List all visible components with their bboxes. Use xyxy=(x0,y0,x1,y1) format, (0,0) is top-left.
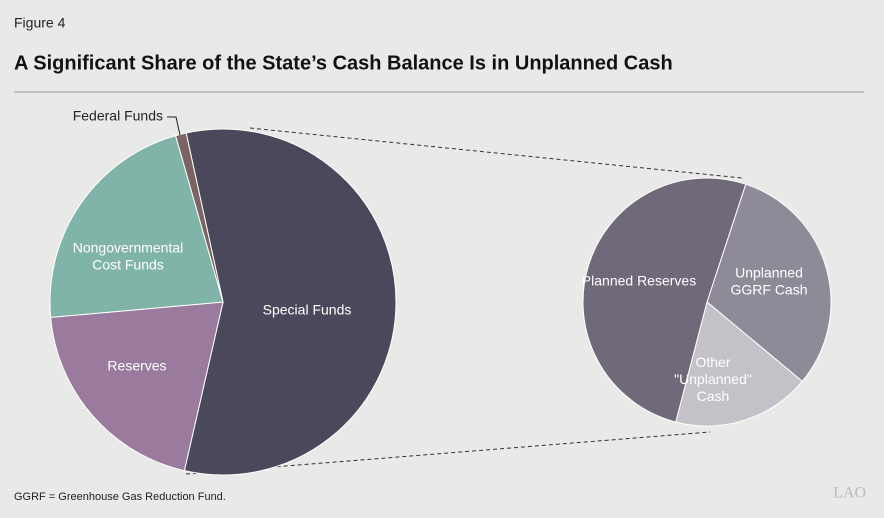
pie-slice xyxy=(50,301,224,472)
pie-slice xyxy=(49,135,224,318)
slice-label: Other "Unplanned" Cash xyxy=(674,354,752,404)
slice-label: Reserves xyxy=(107,358,166,374)
logo: LAO xyxy=(833,485,866,502)
pie-slice xyxy=(174,132,224,303)
figure-label: Figure 4 xyxy=(14,15,66,31)
slice-label: Special Funds xyxy=(263,302,352,318)
slice-label: Unplanned GGRF Cash xyxy=(730,264,807,297)
pie-slice xyxy=(183,128,397,476)
note: GGRF = Greenhouse Gas Reduction Fund. xyxy=(14,491,226,503)
pie-slice xyxy=(706,183,832,383)
pie-slice xyxy=(582,177,747,423)
slice-label: Planned Reserves xyxy=(582,273,696,289)
pie-slice xyxy=(675,301,803,427)
slice-label: Federal Funds xyxy=(73,108,163,124)
leader-line xyxy=(167,116,181,136)
connector-line xyxy=(249,127,743,179)
slice-label: Nongovernmental Cost Funds xyxy=(73,239,184,272)
chart-title: A Significant Share of the State’s Cash … xyxy=(14,52,673,74)
